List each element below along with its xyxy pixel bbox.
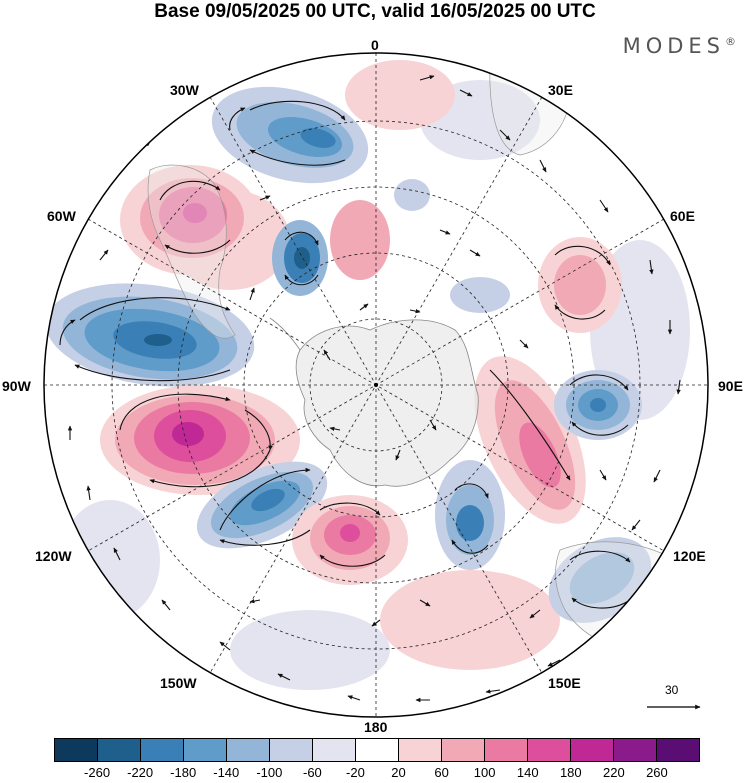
colorbar-segment xyxy=(485,739,528,761)
anomaly-light-neg-s xyxy=(230,610,390,690)
south-america-outline xyxy=(147,164,236,339)
colorbar xyxy=(54,738,700,762)
colorbar-segment xyxy=(98,739,141,761)
colorbar-segment xyxy=(571,739,614,761)
high-150w xyxy=(292,495,408,585)
modes-logo: MODES® xyxy=(623,34,736,58)
colorbar-segment xyxy=(442,739,485,761)
antarctic-peninsula-outline xyxy=(269,317,301,351)
low-30w xyxy=(211,86,369,184)
colorbar-tick-label: -100 xyxy=(256,765,283,780)
colorbar-tick-label: -180 xyxy=(170,765,197,780)
lon-label-120e: 120E xyxy=(673,548,706,564)
colorbar-segment xyxy=(270,739,313,761)
high-100w xyxy=(100,385,300,495)
colorbar-segment xyxy=(141,739,184,761)
colorbar-tick-label: 260 xyxy=(646,765,668,780)
anomaly-light-neg-w xyxy=(60,500,160,620)
map-border xyxy=(43,52,709,718)
colorbar-tick-label: -220 xyxy=(127,765,154,780)
colorbar-segment xyxy=(227,739,270,761)
colorbar-tick-label: 100 xyxy=(473,765,496,780)
anomaly-light-pos-se xyxy=(380,570,560,670)
lon-label-90e: 90E xyxy=(718,378,743,394)
colorbar-tick-label: 140 xyxy=(516,765,539,780)
south-pole-marker xyxy=(374,383,378,387)
colorbar-segment xyxy=(184,739,227,761)
colorbar-tick-label: -140 xyxy=(213,765,240,780)
map-title: Base 09/05/2025 00 UTC, valid 16/05/2025… xyxy=(154,1,596,22)
lon-label-180: 180 xyxy=(364,719,388,735)
colorbar-segment xyxy=(356,739,399,761)
colorbar-tick-label: -260 xyxy=(84,765,111,780)
colorbar-tick-label: -60 xyxy=(302,765,322,780)
colorbar-segment xyxy=(528,739,571,761)
registered-mark: ® xyxy=(725,35,736,48)
colorbar-segment xyxy=(657,739,699,761)
lon-label-150e: 150E xyxy=(548,675,581,691)
lon-label-30e: 30E xyxy=(548,82,573,98)
anomaly-light-pos-n xyxy=(345,60,455,130)
lon-label-90w: 90W xyxy=(2,378,31,394)
lon-label-60e: 60E xyxy=(670,208,695,224)
colorbar-segment xyxy=(399,739,442,761)
colorbar-tick-label: 220 xyxy=(603,765,625,780)
lon-label-0: 0 xyxy=(371,37,379,53)
low-small-ne xyxy=(450,277,510,313)
antarctica-outline xyxy=(295,319,479,487)
lon-label-120w: 120W xyxy=(35,548,72,564)
vector-scale-label: 30 xyxy=(665,683,679,697)
brand-text: MODES xyxy=(622,34,725,58)
lon-label-30w: 30W xyxy=(170,82,199,98)
colorbar-segment xyxy=(313,739,356,761)
colorbar-tick-label: -20 xyxy=(346,765,365,780)
colorbar-tick-label: 60 xyxy=(434,765,449,780)
anomaly-light-pos-c xyxy=(330,200,390,280)
low-120w xyxy=(196,461,328,549)
wind-vectors xyxy=(59,75,681,703)
colorbar-tick-label: 180 xyxy=(559,765,582,780)
lon-label-150w: 150W xyxy=(160,675,197,691)
colorbar-segment xyxy=(55,739,98,761)
low-90e xyxy=(554,370,642,440)
colorbar-tick-label: 20 xyxy=(391,765,406,780)
colorbar-segment xyxy=(614,739,657,761)
low-small-n xyxy=(394,179,430,211)
lon-label-60w: 60W xyxy=(47,208,76,224)
